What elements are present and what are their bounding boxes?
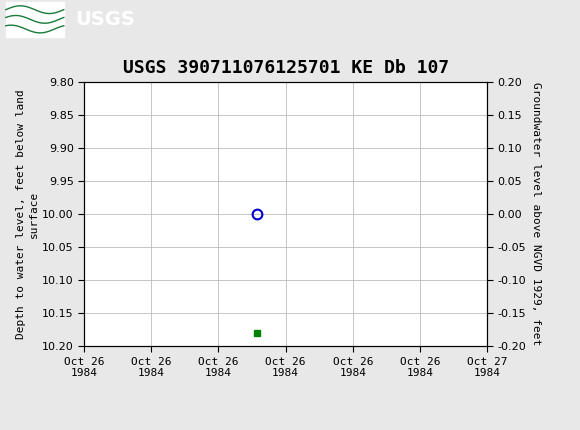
Title: USGS 390711076125701 KE Db 107: USGS 390711076125701 KE Db 107 xyxy=(122,59,449,77)
Text: USGS: USGS xyxy=(75,10,135,29)
Y-axis label: Depth to water level, feet below land
surface: Depth to water level, feet below land su… xyxy=(16,89,39,339)
Bar xyxy=(6,2,64,37)
Y-axis label: Groundwater level above NGVD 1929, feet: Groundwater level above NGVD 1929, feet xyxy=(531,82,541,346)
